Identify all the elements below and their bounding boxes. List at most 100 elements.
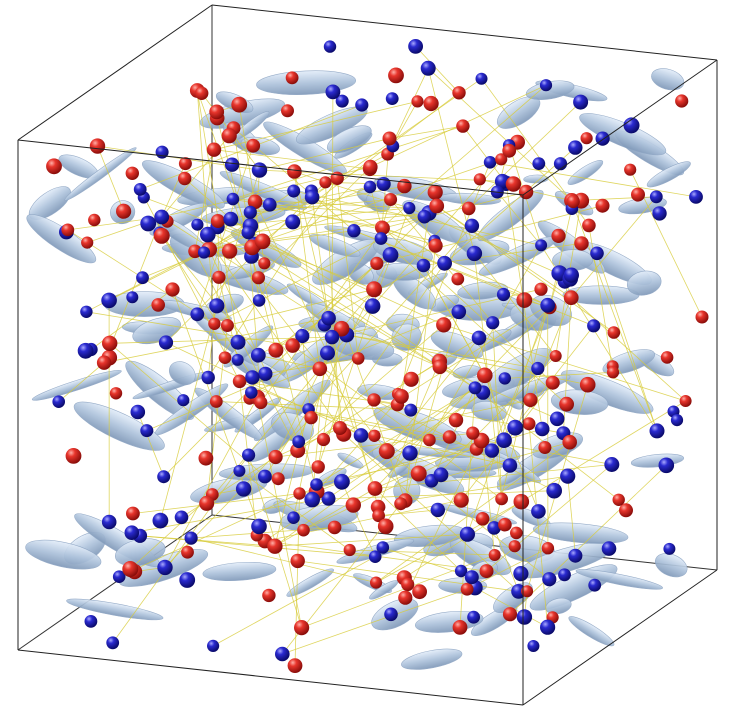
vortex-surface — [631, 452, 685, 469]
red-particle — [293, 487, 305, 499]
blue-particle — [476, 73, 488, 85]
red-particle — [489, 549, 501, 561]
cube-edge — [212, 5, 717, 60]
blue-particle — [131, 405, 146, 420]
red-particle — [252, 271, 265, 284]
red-particle — [388, 68, 404, 84]
red-particle — [154, 228, 170, 244]
blue-particle — [134, 183, 147, 196]
red-particle — [126, 167, 139, 180]
red-particle — [222, 128, 237, 143]
blue-particle — [550, 412, 565, 427]
blue-particle — [154, 210, 169, 225]
red-particle — [367, 393, 380, 406]
blue-particle — [472, 331, 487, 346]
blue-particle — [157, 560, 172, 575]
blue-particle — [503, 458, 518, 473]
blue-particle — [185, 532, 198, 545]
red-particle — [514, 494, 530, 510]
blue-particle — [80, 306, 92, 318]
red-particle — [546, 376, 560, 390]
red-particle — [453, 620, 468, 635]
blue-particle — [663, 543, 675, 555]
red-particle — [443, 430, 457, 444]
blue-particle — [326, 85, 341, 100]
red-particle — [165, 282, 179, 296]
vortex-surface — [69, 393, 170, 459]
red-particle — [503, 607, 517, 621]
vortex-surface — [649, 65, 687, 94]
red-particle — [46, 158, 62, 174]
blue-particle — [347, 224, 360, 237]
red-particle — [368, 481, 383, 496]
blue-particle — [225, 158, 239, 172]
blue-particle — [364, 181, 377, 194]
blue-particle — [540, 79, 552, 91]
red-particle — [211, 214, 225, 228]
blue-particle — [558, 568, 571, 581]
blue-particle — [689, 190, 703, 204]
red-particle — [319, 176, 331, 188]
red-particle — [456, 119, 469, 132]
blue-particle — [568, 140, 582, 154]
blue-particle — [258, 470, 272, 484]
blue-particle — [365, 298, 381, 314]
red-particle — [384, 193, 397, 206]
red-particle — [510, 527, 523, 540]
blue-particle — [202, 371, 215, 384]
red-particle — [378, 519, 394, 535]
blue-particle — [334, 474, 350, 490]
blue-particle — [573, 95, 588, 110]
blue-particle — [486, 316, 499, 329]
blue-particle — [369, 550, 382, 563]
red-particle — [268, 343, 283, 358]
red-particle — [312, 460, 325, 473]
blue-particle — [383, 247, 399, 263]
blue-particle — [568, 549, 582, 563]
blue-particle — [179, 572, 195, 588]
blue-particle — [159, 335, 173, 349]
blue-particle — [140, 216, 156, 232]
red-particle — [328, 521, 342, 535]
red-particle — [580, 377, 596, 393]
blue-particle — [434, 467, 449, 482]
blue-particle — [242, 226, 256, 240]
red-particle — [509, 540, 521, 552]
red-particle — [550, 350, 562, 362]
red-particle — [269, 450, 283, 464]
red-particle — [81, 237, 93, 249]
red-particle — [291, 554, 305, 568]
red-particle — [333, 421, 347, 435]
blue-particle — [305, 190, 320, 205]
red-particle — [246, 139, 260, 153]
red-particle — [551, 229, 565, 243]
red-particle — [363, 160, 377, 174]
red-particle — [451, 273, 464, 286]
blue-particle — [52, 395, 65, 408]
blue-particle — [587, 319, 600, 332]
red-particle — [61, 224, 74, 237]
blue-particle — [375, 232, 388, 245]
red-particle — [281, 104, 294, 117]
blue-particle — [535, 422, 550, 437]
particle-link — [390, 126, 463, 138]
red-particle — [516, 292, 532, 308]
blue-particle — [245, 386, 258, 399]
cube-edge — [18, 5, 212, 140]
blue-particle — [671, 414, 683, 426]
blue-particle — [244, 206, 257, 219]
red-particle — [262, 589, 275, 602]
red-particle — [267, 539, 282, 554]
blue-particle — [497, 288, 510, 301]
vortex-surface — [400, 645, 464, 673]
blue-particle — [275, 647, 290, 662]
red-particle — [412, 584, 427, 599]
blue-particle — [467, 611, 480, 624]
red-particle — [219, 351, 232, 364]
red-particle — [564, 290, 579, 305]
red-particle — [534, 283, 547, 296]
blue-particle — [177, 394, 189, 406]
blue-particle — [467, 246, 482, 261]
red-particle — [394, 389, 409, 404]
red-particle — [562, 435, 577, 450]
